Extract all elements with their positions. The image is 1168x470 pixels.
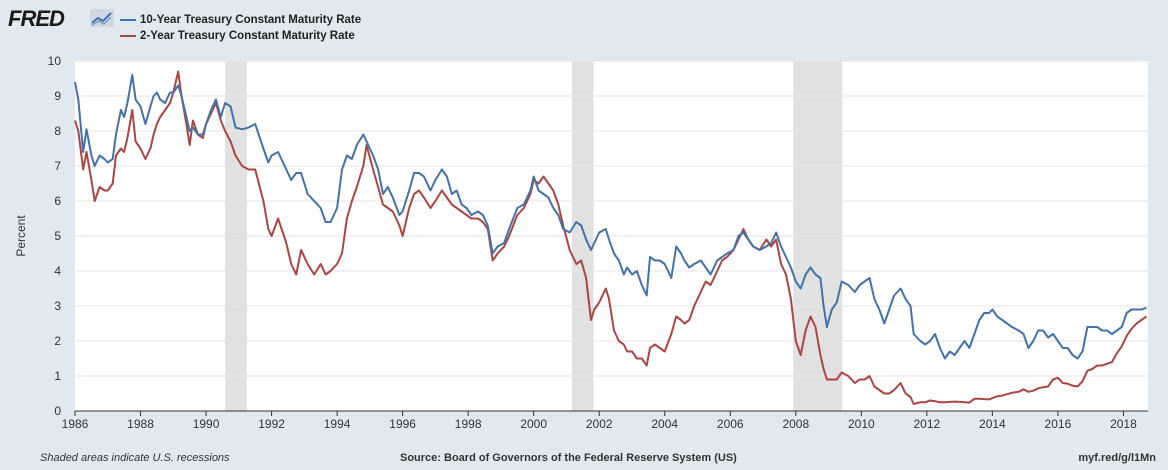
x-tick-label-2008: 2008 [782,417,809,431]
x-tick-label-2004: 2004 [651,417,678,431]
y-tick-label-2: 2 [54,334,61,348]
x-axis-ticks: 1986 1988 1990 1992 1994 1996 1998 2000 2002 2004… [62,411,1137,431]
grid-lines [75,60,1148,412]
legend-item-2-year[interactable]: 2-Year Treasury Constant Maturity Rate [120,28,361,44]
legend-label-10-year: 10-Year Treasury Constant Maturity Rate [140,14,362,26]
x-tick-label-1990: 1990 [193,417,220,431]
recession-note: Shaded areas indicate U.S. recessions [40,452,230,464]
x-tick-label-2012: 2012 [913,417,940,431]
x-tick-label-2014: 2014 [979,417,1006,431]
series-line-10-year [74,74,1147,360]
x-tick-label-2018: 2018 [1110,417,1137,431]
x-tick-label-1994: 1994 [324,417,351,431]
y-tick-label-10: 10 [48,54,62,68]
y-tick-label-4: 4 [54,264,61,278]
x-tick-label-2000: 2000 [520,417,547,431]
x-tick-label-1986: 1986 [62,417,89,431]
short-url-link[interactable]: myf.red/g/l1Mn [1078,452,1156,464]
x-tick-label-1996: 1996 [389,417,416,431]
line-chart-icon [90,9,114,27]
y-tick-label-8: 8 [54,124,61,138]
y-tick-label-3: 3 [54,299,61,313]
x-tick-label-2010: 2010 [848,417,875,431]
source-note: Source: Board of Governors of the Federa… [400,452,737,464]
legend-item-10-year[interactable]: 10-Year Treasury Constant Maturity Rate [120,12,361,28]
y-tick-label-0: 0 [54,404,61,418]
x-tick-label-1998: 1998 [455,417,482,431]
y-axis-label: Percent [14,215,28,257]
series-lines [74,70,1147,405]
chart-legend: 10-Year Treasury Constant Maturity Rate … [120,12,361,44]
legend-swatch-2-year [120,35,136,37]
legend-swatch-10-year [120,19,136,21]
series-line-2-year [74,70,1147,405]
x-tick-label-2002: 2002 [586,417,613,431]
legend-label-2-year: 2-Year Treasury Constant Maturity Rate [140,30,355,42]
x-tick-label-1988: 1988 [127,417,154,431]
x-tick-label-2016: 2016 [1045,417,1072,431]
y-tick-label-9: 9 [54,89,61,103]
y-axis-ticks: 0 1 2 3 4 5 6 7 8 9 10 [48,54,62,418]
y-tick-label-5: 5 [54,229,61,243]
y-tick-label-7: 7 [54,159,61,173]
fred-logo[interactable]: FRED [8,6,65,31]
y-tick-label-6: 6 [54,194,61,208]
x-tick-label-2006: 2006 [717,417,744,431]
y-tick-label-1: 1 [54,369,61,383]
x-tick-label-1992: 1992 [258,417,285,431]
